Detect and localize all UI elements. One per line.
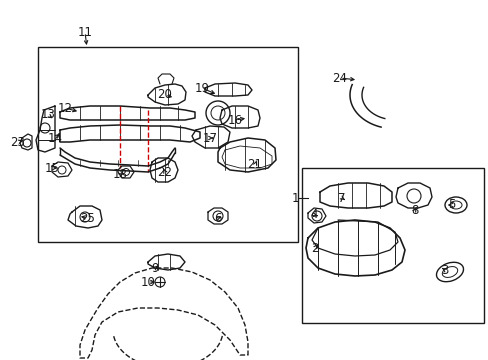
Text: 8: 8	[410, 203, 418, 216]
Text: 14: 14	[47, 131, 62, 144]
Text: 24: 24	[332, 72, 347, 85]
Text: 7: 7	[338, 192, 345, 204]
Text: 19: 19	[194, 81, 209, 94]
Text: 25: 25	[81, 211, 95, 225]
Text: 20: 20	[157, 89, 172, 102]
Text: 6: 6	[214, 211, 221, 225]
Text: 3: 3	[440, 264, 448, 276]
Text: 11: 11	[77, 26, 92, 39]
Text: 10: 10	[140, 275, 155, 288]
Text: 15: 15	[44, 162, 60, 175]
Bar	[302, 168, 483, 323]
Text: 5: 5	[447, 198, 455, 211]
Text: 12: 12	[58, 102, 72, 114]
Text: 17: 17	[202, 131, 217, 144]
Text: 21: 21	[247, 158, 262, 171]
Text: 18: 18	[112, 168, 127, 181]
Text: 16: 16	[227, 113, 242, 126]
Text: 13: 13	[41, 108, 55, 122]
Bar	[38, 47, 297, 242]
Text: 22: 22	[157, 166, 172, 179]
Text: 4: 4	[309, 208, 317, 221]
Text: 23: 23	[11, 135, 25, 148]
Text: 1: 1	[291, 192, 298, 204]
Text: 9: 9	[151, 261, 159, 274]
Text: 2: 2	[311, 242, 318, 255]
